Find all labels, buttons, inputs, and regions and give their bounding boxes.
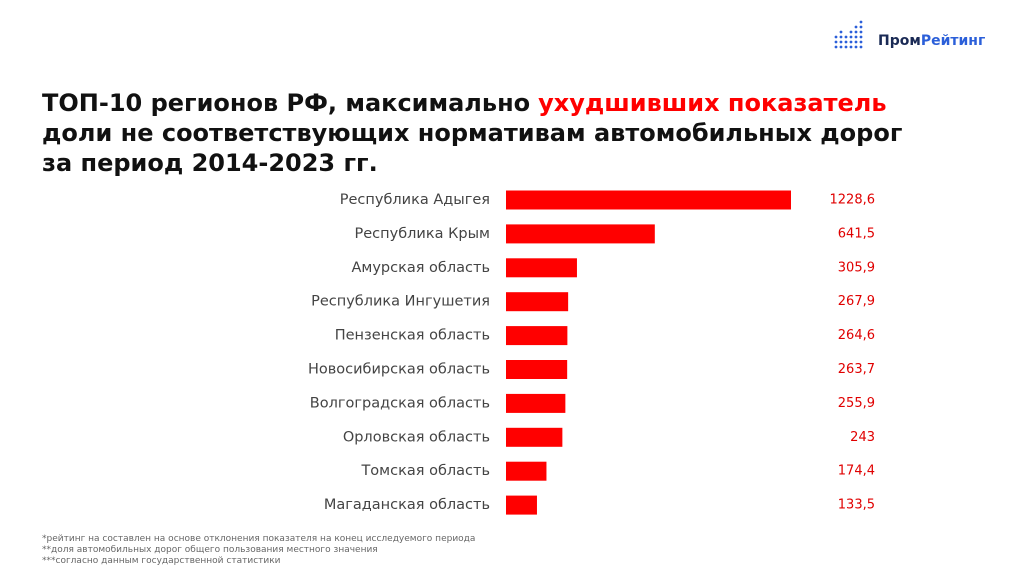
title-part: ТОП-10 регионов РФ, максимально (42, 89, 530, 117)
bar (506, 258, 577, 278)
bar (506, 461, 547, 481)
category-label: Томская область (360, 463, 490, 479)
value-label: 255,9 (838, 396, 875, 411)
category-label: Магаданская область (324, 497, 490, 513)
value-label: 243 (850, 430, 875, 445)
value-label: 133,5 (838, 498, 875, 513)
bar (506, 360, 568, 379)
category-label: Орловская область (343, 429, 490, 445)
category-label: Республика Крым (355, 226, 490, 242)
category-label: Республика Адыгея (340, 192, 490, 208)
title-line: за период 2014-2023 гг. (42, 149, 378, 177)
bar (506, 224, 655, 244)
value-label: 641,5 (838, 226, 875, 241)
bar (506, 495, 537, 515)
title-line: доли не соответствующих нормативам автом… (42, 119, 902, 147)
value-label: 263,7 (838, 362, 875, 377)
bar (506, 393, 566, 413)
value-label: 264,6 (838, 328, 875, 343)
logo-part: Пром (878, 33, 921, 49)
logo-icon (834, 20, 863, 49)
footnote: *рейтинг на составлен на основе отклонен… (42, 534, 475, 544)
category-label: Волгоградская область (310, 395, 490, 411)
title-line: ТОП-10 регионов РФ, максимально ухудшивши… (42, 89, 887, 117)
value-label: 174,4 (838, 464, 875, 479)
footnote: **доля автомобильных дорог общего пользо… (42, 545, 378, 555)
category-label: Республика Ингушетия (311, 294, 490, 310)
bar (506, 326, 568, 346)
bar (506, 427, 563, 447)
logo-text: ПромРейтинг (878, 33, 985, 49)
logo-part: Рейтинг (921, 33, 985, 49)
category-label: Новосибирская область (308, 362, 490, 378)
bar (506, 292, 569, 312)
value-label: 305,9 (838, 260, 875, 275)
category-label: Амурская область (351, 260, 490, 276)
footnote: ***согласно данным государственной стати… (42, 556, 281, 566)
bar (506, 190, 791, 210)
value-label: 1228,6 (830, 193, 876, 208)
value-label: 267,9 (838, 294, 875, 309)
title-highlight: ухудшивших показатель (538, 89, 886, 117)
category-label: Пензенская область (335, 328, 490, 344)
